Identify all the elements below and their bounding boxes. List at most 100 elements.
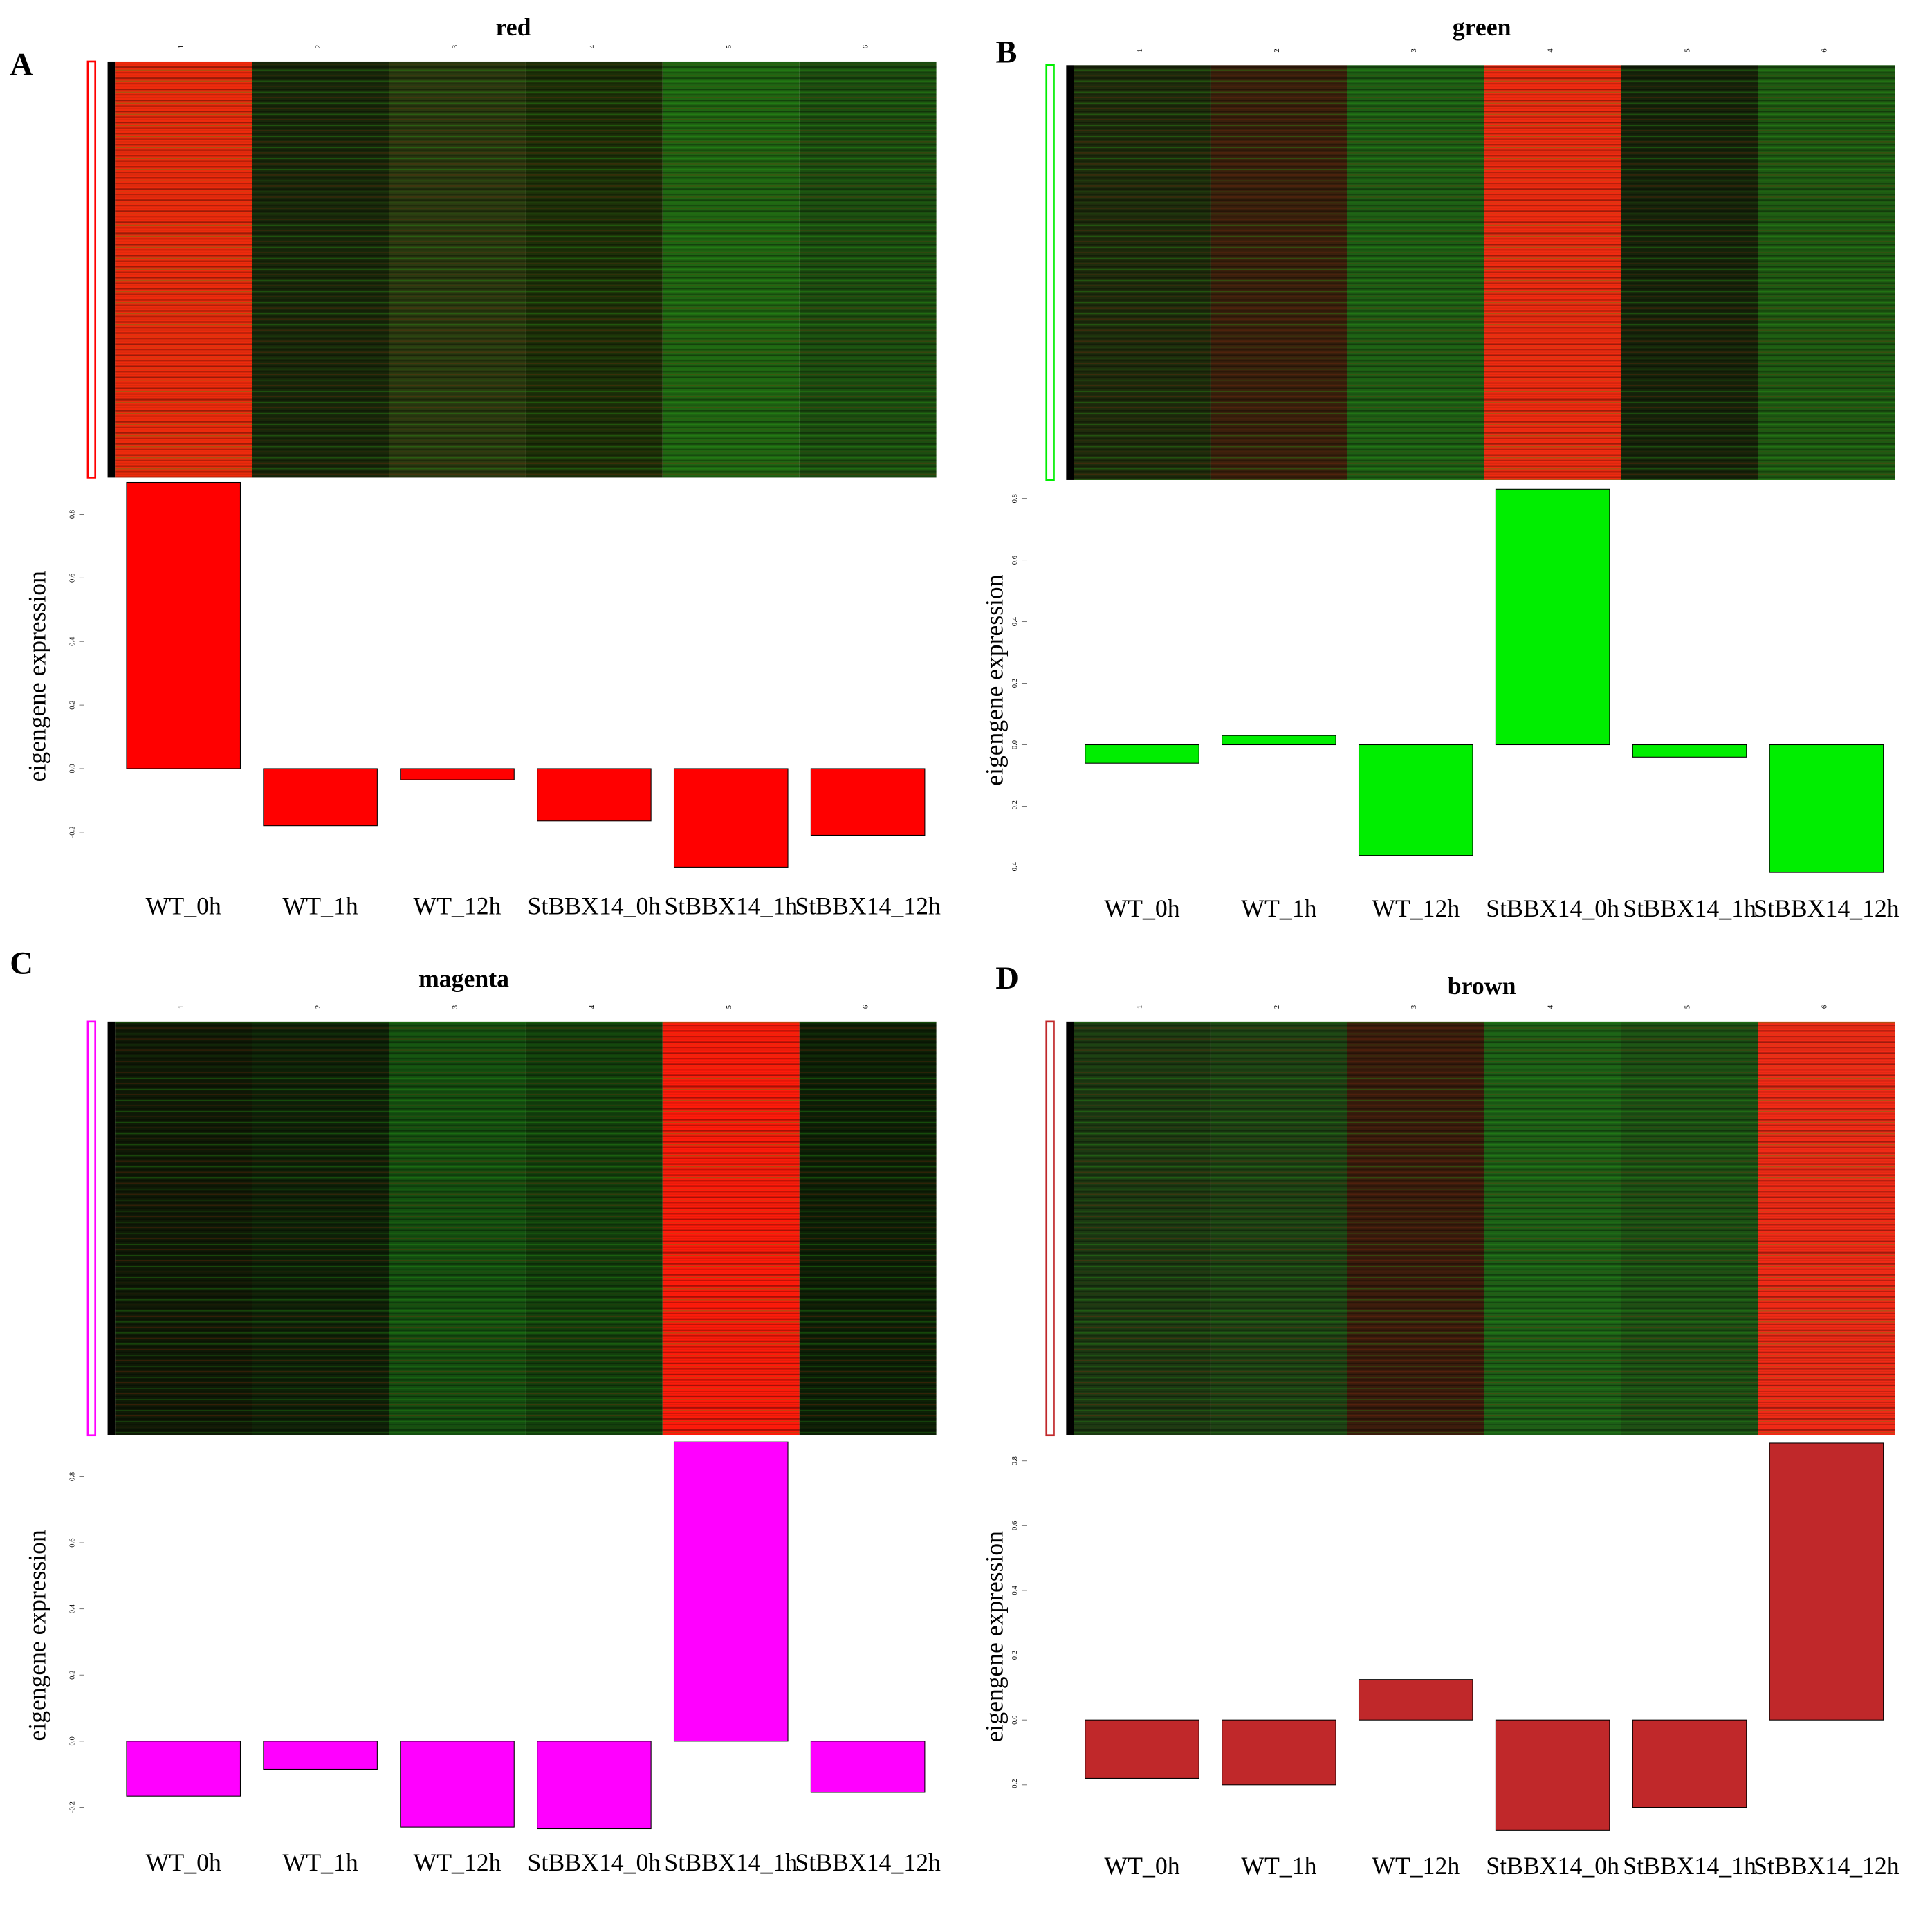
x-tick-label: StBBX14_0h [528, 892, 661, 919]
dendrogram-bar [107, 1021, 116, 1435]
heatmap-texture [389, 61, 526, 478]
y-axis-label: eigengene expression [23, 571, 50, 782]
heatmap-texture [799, 1021, 937, 1435]
heatmap-texture [1621, 1021, 1758, 1435]
bar [810, 1741, 926, 1793]
heatmap-texture [252, 61, 389, 478]
heatmap-column-label: 3 [451, 45, 459, 48]
x-tick-label: StBBX14_0h [528, 1849, 661, 1876]
x-tick-label: WT_12h [413, 892, 501, 919]
panel-title: brown [1448, 972, 1516, 1000]
heatmap-column-label: 4 [588, 1005, 596, 1009]
heatmap-column-label: 1 [1136, 1005, 1144, 1009]
module-color-strip [86, 60, 97, 479]
heatmap-texture [662, 1021, 800, 1435]
heatmap-texture [1621, 65, 1758, 480]
bar [673, 768, 789, 868]
heatmap-texture [1484, 65, 1621, 480]
x-tick-label: WT_0h [146, 1849, 221, 1876]
y-tick-label: 0.6 [1011, 1521, 1019, 1530]
y-tick-label: 0.2 [1011, 679, 1019, 688]
heatmap-texture [1210, 65, 1347, 480]
y-tick-label: 0.0 [1011, 1716, 1019, 1725]
panel-letter: D [995, 961, 1019, 996]
x-tick-label: StBBX14_1h [664, 892, 798, 919]
heatmap-column-label: 5 [725, 1005, 733, 1009]
bar [263, 1741, 378, 1770]
x-tick-label: WT_1h [1241, 895, 1316, 922]
heatmap-texture [1074, 65, 1211, 480]
y-tick-label: 0.0 [1011, 740, 1019, 749]
heatmap-column-label: 2 [1273, 48, 1281, 52]
panel-letter: A [10, 48, 33, 83]
x-tick-label: StBBX14_12h [795, 892, 941, 919]
heatmap-column-label: 3 [451, 1005, 459, 1009]
heatmap-texture [525, 61, 663, 478]
bar [1769, 744, 1884, 873]
y-tick-label: 0.4 [1011, 1586, 1019, 1595]
bar [1222, 735, 1336, 746]
bar [1358, 744, 1473, 856]
y-tick-label: -0.2 [1011, 1779, 1019, 1790]
y-axis-label: eigengene expression [980, 1531, 1008, 1742]
y-tick-label: 0.6 [68, 573, 76, 583]
x-tick-label: StBBX14_12h [1754, 895, 1899, 922]
bar [263, 768, 378, 827]
x-tick-label: StBBX14_0h [1486, 895, 1619, 922]
y-tick-label: 0.4 [1011, 616, 1019, 626]
panel-title: magenta [418, 964, 509, 992]
bar [673, 1441, 789, 1742]
y-tick-label: 0.8 [1011, 1456, 1019, 1465]
heatmap-column-label: 1 [177, 1005, 185, 1009]
y-tick-label: -0.4 [1011, 861, 1019, 874]
y-tick-label: 0.0 [68, 1736, 76, 1745]
x-tick-label: WT_12h [1372, 1852, 1460, 1880]
heatmap-column-label: 3 [1410, 48, 1418, 52]
dendrogram-bar [1066, 1021, 1074, 1435]
heatmap-texture [799, 61, 937, 478]
heatmap-column-label: 2 [1273, 1005, 1281, 1009]
heatmap-column-label: 2 [314, 1005, 322, 1009]
bar [1222, 1719, 1336, 1786]
y-tick-label: 0.8 [68, 1472, 76, 1481]
module-color-strip [86, 1020, 97, 1437]
y-tick-label: 0.4 [68, 1604, 76, 1613]
x-tick-label: WT_1h [283, 1849, 358, 1876]
bar [1495, 488, 1610, 746]
x-tick-label: StBBX14_12h [795, 1849, 941, 1876]
heatmap-column-label: 4 [588, 44, 596, 48]
bar [1358, 1679, 1473, 1721]
y-tick-label: -0.2 [68, 826, 76, 838]
y-tick-label: -0.2 [1011, 800, 1019, 812]
heatmap-texture [252, 1021, 389, 1435]
heatmap-column-label: 6 [862, 44, 870, 48]
panel-letter: B [995, 35, 1017, 71]
x-tick-label: WT_0h [146, 892, 221, 919]
y-tick-label: 0.6 [1011, 555, 1019, 565]
heatmap-texture [525, 1021, 663, 1435]
y-axis-label: eigengene expression [23, 1530, 50, 1741]
heatmap-texture [1758, 65, 1895, 480]
heatmap-column-label: 6 [1820, 1005, 1828, 1009]
heatmap-texture [389, 1021, 526, 1435]
y-tick-label: 0.2 [1011, 1651, 1019, 1660]
bar [537, 1741, 652, 1830]
heatmap-column-label: 5 [725, 45, 733, 48]
x-tick-label: StBBX14_1h [1623, 895, 1756, 922]
heatmap-texture [1484, 1021, 1621, 1435]
heatmap-texture [115, 61, 252, 478]
module-color-strip [1045, 1020, 1055, 1437]
heatmap-texture [1758, 1021, 1895, 1435]
x-tick-label: WT_1h [283, 892, 358, 919]
bar [537, 768, 652, 822]
heatmap-column-label: 2 [314, 45, 322, 48]
heatmap-column-label: 4 [1547, 48, 1555, 53]
x-tick-label: StBBX14_12h [1754, 1852, 1899, 1880]
heatmap-texture [115, 1021, 252, 1435]
bar [1632, 744, 1747, 758]
bar [126, 481, 241, 769]
heatmap-texture [1210, 1021, 1347, 1435]
heatmap-texture [1347, 65, 1484, 480]
bar [1632, 1719, 1747, 1808]
